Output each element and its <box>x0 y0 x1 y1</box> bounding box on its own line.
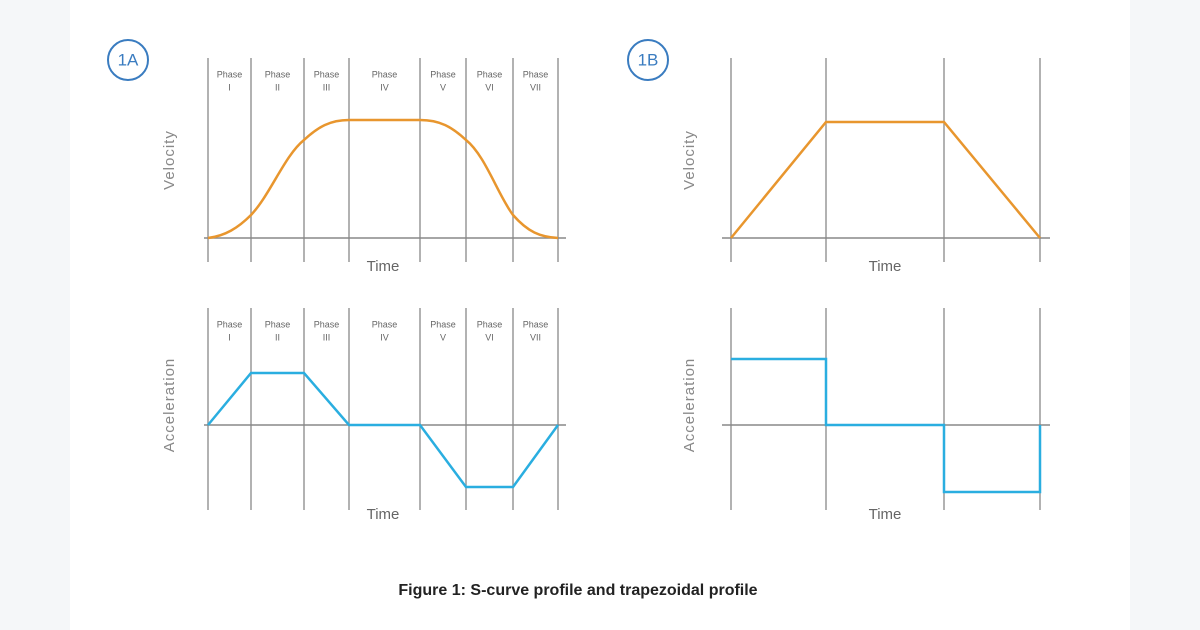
side-strip <box>1130 0 1200 630</box>
phase-numeral: VI <box>485 82 494 92</box>
x-label: Time <box>367 258 400 275</box>
phase-numeral: I <box>228 332 231 342</box>
x-label: Time <box>869 506 902 523</box>
side-strip <box>0 0 70 630</box>
phase-name: Phase <box>265 319 291 329</box>
phase-numeral: VI <box>485 332 494 342</box>
phase-numeral: VII <box>530 82 541 92</box>
phase-numeral: V <box>440 332 446 342</box>
phase-name: Phase <box>430 319 456 329</box>
phase-numeral: I <box>228 82 231 92</box>
y-label: Velocity <box>681 130 698 190</box>
velocity-curve <box>207 118 559 240</box>
y-label: Velocity <box>161 130 178 190</box>
phase-numeral: III <box>323 82 331 92</box>
phase-numeral: III <box>323 332 331 342</box>
phase-name: Phase <box>217 69 243 79</box>
x-label: Time <box>869 258 902 275</box>
phase-name: Phase <box>217 319 243 329</box>
acceleration-curve <box>731 357 1042 494</box>
phase-numeral: V <box>440 82 446 92</box>
caption: Figure 1: S-curve profile and trapezoida… <box>398 582 757 599</box>
badge: 1B <box>638 50 659 69</box>
velocity-curve <box>730 120 1041 239</box>
badge-circle <box>627 39 669 81</box>
phase-name: Phase <box>265 69 291 79</box>
phase-name: Phase <box>314 69 340 79</box>
y-label: Acceleration <box>161 358 178 453</box>
phase-name: Phase <box>523 69 549 79</box>
phase-name: Phase <box>372 69 398 79</box>
phase-lines <box>207 58 559 510</box>
phase-name: Phase <box>314 319 340 329</box>
badge: 1A <box>118 50 139 69</box>
phase-name: Phase <box>523 319 549 329</box>
x-label: Time <box>367 506 400 523</box>
phase-numeral: II <box>275 82 280 92</box>
phase-numeral: VII <box>530 332 541 342</box>
badge-circle <box>107 39 149 81</box>
phase-numeral: IV <box>380 332 389 342</box>
phase-numeral: IV <box>380 82 389 92</box>
y-label: Acceleration <box>681 358 698 453</box>
phase-name: Phase <box>430 69 456 79</box>
phase-name: Phase <box>372 319 398 329</box>
phase-numeral: II <box>275 332 280 342</box>
phase-name: Phase <box>477 69 503 79</box>
acceleration-curve <box>207 371 560 489</box>
phase-name: Phase <box>477 319 503 329</box>
